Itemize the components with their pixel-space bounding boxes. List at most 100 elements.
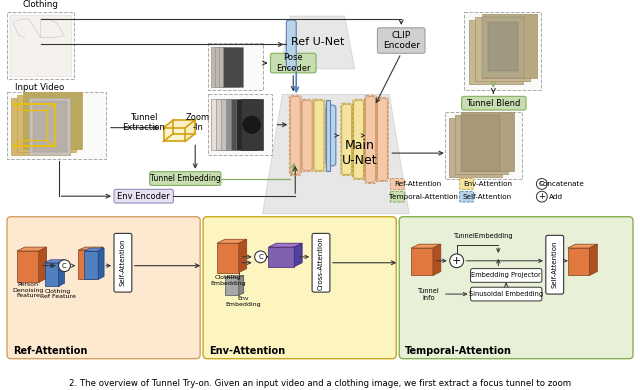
FancyBboxPatch shape [461,96,526,110]
FancyBboxPatch shape [236,99,258,150]
FancyBboxPatch shape [226,99,248,150]
Text: Zoom
-In: Zoom -In [186,113,210,133]
Polygon shape [225,277,239,295]
FancyBboxPatch shape [216,99,238,150]
FancyBboxPatch shape [483,17,524,78]
Bar [463,12,541,90]
Bar [208,43,262,90]
Text: Clothing
Ref Feature: Clothing Ref Feature [40,289,76,300]
Polygon shape [58,260,65,286]
Text: Tunnel Embedding: Tunnel Embedding [150,174,221,183]
Polygon shape [98,248,104,279]
Polygon shape [17,247,47,251]
FancyBboxPatch shape [211,99,233,150]
Bar [7,92,106,159]
Polygon shape [568,248,589,275]
FancyBboxPatch shape [354,100,364,179]
Text: Self-Attention: Self-Attention [120,239,126,287]
FancyBboxPatch shape [546,235,564,294]
Text: Tunnel Blend: Tunnel Blend [466,99,520,108]
Text: C: C [540,181,544,186]
Polygon shape [163,128,186,141]
FancyBboxPatch shape [399,217,633,359]
Text: Ref-Attention: Ref-Attention [394,181,442,187]
Polygon shape [163,120,195,128]
Polygon shape [17,251,38,282]
Polygon shape [217,239,246,243]
Polygon shape [589,244,597,275]
FancyBboxPatch shape [378,98,387,181]
FancyBboxPatch shape [470,269,542,282]
Polygon shape [280,16,355,69]
Text: Env
Embedding: Env Embedding [225,296,260,307]
Polygon shape [433,244,441,275]
Text: Add: Add [548,194,563,200]
FancyBboxPatch shape [7,217,200,359]
Polygon shape [239,239,246,273]
FancyBboxPatch shape [17,95,76,152]
Text: CLIP
Encoder: CLIP Encoder [383,31,420,50]
Polygon shape [262,94,409,214]
FancyBboxPatch shape [460,191,474,202]
Text: Self-Attention: Self-Attention [463,194,512,200]
FancyBboxPatch shape [483,14,537,78]
FancyBboxPatch shape [23,92,83,149]
FancyBboxPatch shape [223,48,243,87]
Text: Ref U-Net: Ref U-Net [291,37,345,48]
FancyBboxPatch shape [33,101,67,152]
Polygon shape [225,275,244,277]
FancyBboxPatch shape [326,105,336,166]
FancyBboxPatch shape [312,233,330,292]
Text: Env-Attention: Env-Attention [209,346,285,356]
FancyBboxPatch shape [378,28,425,53]
FancyBboxPatch shape [390,191,404,202]
Polygon shape [96,247,103,279]
Text: Temporal-Attention: Temporal-Attention [388,194,458,200]
Text: Concatenate: Concatenate [539,181,584,187]
Polygon shape [269,247,294,267]
Polygon shape [217,243,239,273]
FancyBboxPatch shape [488,22,518,71]
FancyBboxPatch shape [461,115,500,171]
Text: Cross-Attention: Cross-Attention [318,236,324,290]
Polygon shape [294,243,302,267]
Polygon shape [411,244,441,248]
Text: +: + [538,192,545,201]
Polygon shape [78,247,103,250]
FancyBboxPatch shape [215,48,235,87]
Circle shape [450,254,463,268]
FancyBboxPatch shape [219,48,239,87]
Text: Clothing: Clothing [23,0,59,9]
Bar [445,112,522,179]
Text: Clothing
Embedding: Clothing Embedding [210,275,246,286]
Polygon shape [78,250,96,279]
FancyBboxPatch shape [314,100,324,171]
FancyBboxPatch shape [241,99,262,150]
Circle shape [243,116,260,133]
FancyBboxPatch shape [449,118,502,177]
Polygon shape [45,260,65,263]
Polygon shape [239,275,244,295]
FancyBboxPatch shape [10,15,72,76]
FancyBboxPatch shape [461,112,514,171]
Bar [7,12,74,79]
FancyBboxPatch shape [221,99,243,150]
Circle shape [58,260,70,271]
FancyBboxPatch shape [11,98,70,155]
FancyBboxPatch shape [468,20,523,83]
FancyBboxPatch shape [114,189,173,203]
FancyBboxPatch shape [460,179,474,189]
FancyBboxPatch shape [342,104,352,175]
FancyBboxPatch shape [150,172,221,185]
Text: Tunnel
Info: Tunnel Info [418,287,440,301]
FancyBboxPatch shape [470,287,542,301]
FancyBboxPatch shape [326,100,330,171]
FancyBboxPatch shape [29,98,70,155]
FancyBboxPatch shape [302,100,312,171]
Text: 2. The overview of Tunnel Try-on. Given an input video and a clothing image, we : 2. The overview of Tunnel Try-on. Given … [69,379,571,388]
Text: TunnelEmbedding: TunnelEmbedding [454,233,513,239]
FancyBboxPatch shape [454,115,508,174]
Bar [208,94,273,155]
Text: Ref-Attention: Ref-Attention [13,346,87,356]
FancyBboxPatch shape [476,17,530,81]
